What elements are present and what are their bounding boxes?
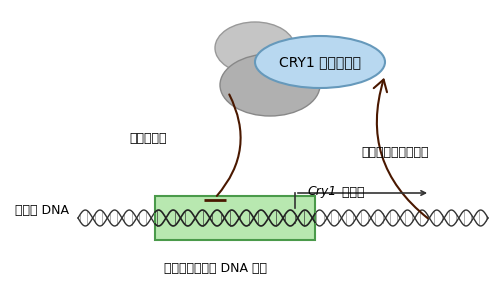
Text: Cry1: Cry1 — [307, 185, 336, 198]
FancyArrowPatch shape — [374, 79, 428, 218]
Text: 遺伝子: 遺伝子 — [338, 185, 364, 198]
Text: CRY1 タンパク質: CRY1 タンパク質 — [279, 55, 361, 69]
Text: 転写の抜制: 転写の抜制 — [129, 132, 167, 144]
FancyArrowPatch shape — [217, 94, 240, 196]
Ellipse shape — [255, 36, 385, 88]
Text: 遺伝子発現制御 DNA 配列: 遺伝子発現制御 DNA 配列 — [164, 261, 266, 275]
Text: 遺伝子の転写・翻訳: 遺伝子の転写・翻訳 — [361, 146, 429, 159]
Ellipse shape — [220, 54, 320, 116]
Text: 染色体 DNA: 染色体 DNA — [15, 204, 69, 217]
Bar — [155, 196, 315, 240]
Ellipse shape — [215, 22, 295, 74]
